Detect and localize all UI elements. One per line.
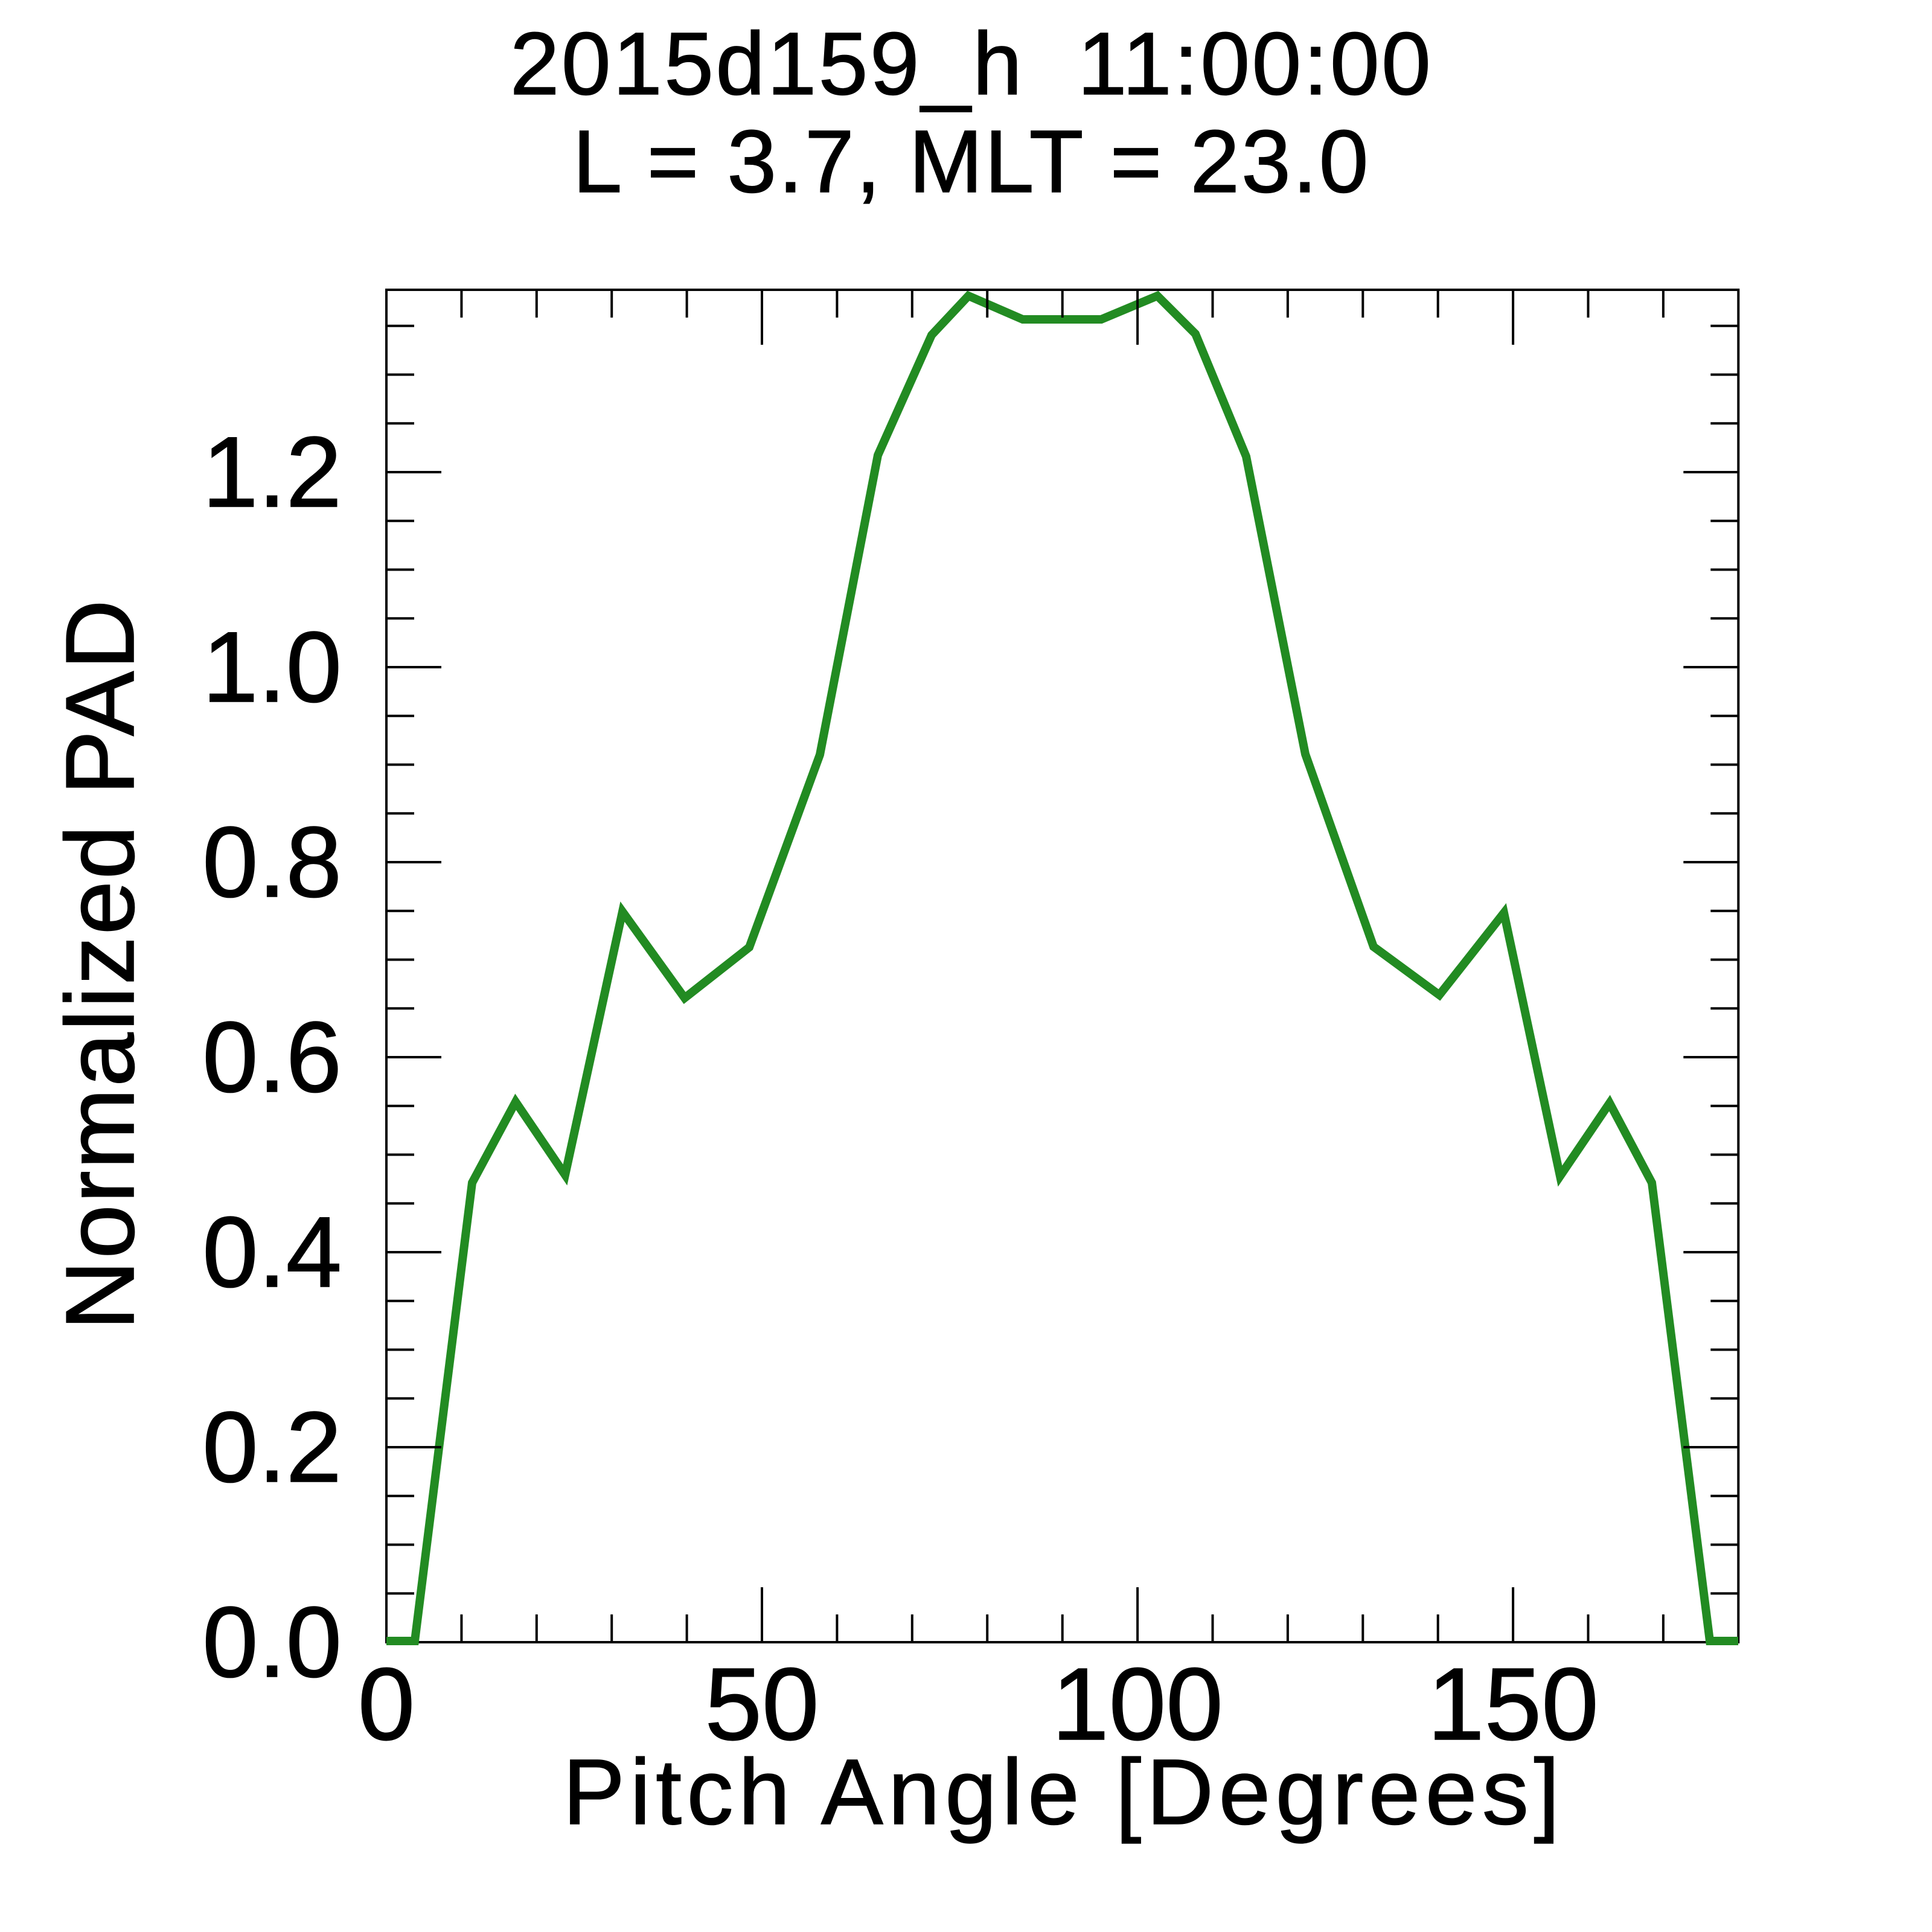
svg-text:0.2: 0.2 bbox=[202, 1392, 342, 1503]
svg-text:Pitch Angle [Degrees]: Pitch Angle [Degrees] bbox=[563, 1740, 1564, 1844]
svg-text:0.4: 0.4 bbox=[202, 1197, 342, 1308]
svg-text:50: 50 bbox=[705, 1647, 819, 1762]
svg-text:1.2: 1.2 bbox=[202, 417, 342, 528]
svg-text:L = 3.7, MLT = 23.0: L = 3.7, MLT = 23.0 bbox=[573, 112, 1371, 211]
svg-text:0.0: 0.0 bbox=[202, 1587, 342, 1698]
svg-text:150: 150 bbox=[1427, 1647, 1599, 1762]
svg-text:Normalized PAD: Normalized PAD bbox=[46, 598, 155, 1330]
svg-text:1.0: 1.0 bbox=[202, 612, 342, 723]
svg-text:0.8: 0.8 bbox=[202, 807, 342, 918]
svg-text:100: 100 bbox=[1052, 1647, 1223, 1762]
svg-text:2015d159_h 11:00:00: 2015d159_h 11:00:00 bbox=[510, 14, 1433, 114]
svg-text:0.6: 0.6 bbox=[202, 1002, 342, 1113]
svg-text:0: 0 bbox=[358, 1647, 415, 1762]
